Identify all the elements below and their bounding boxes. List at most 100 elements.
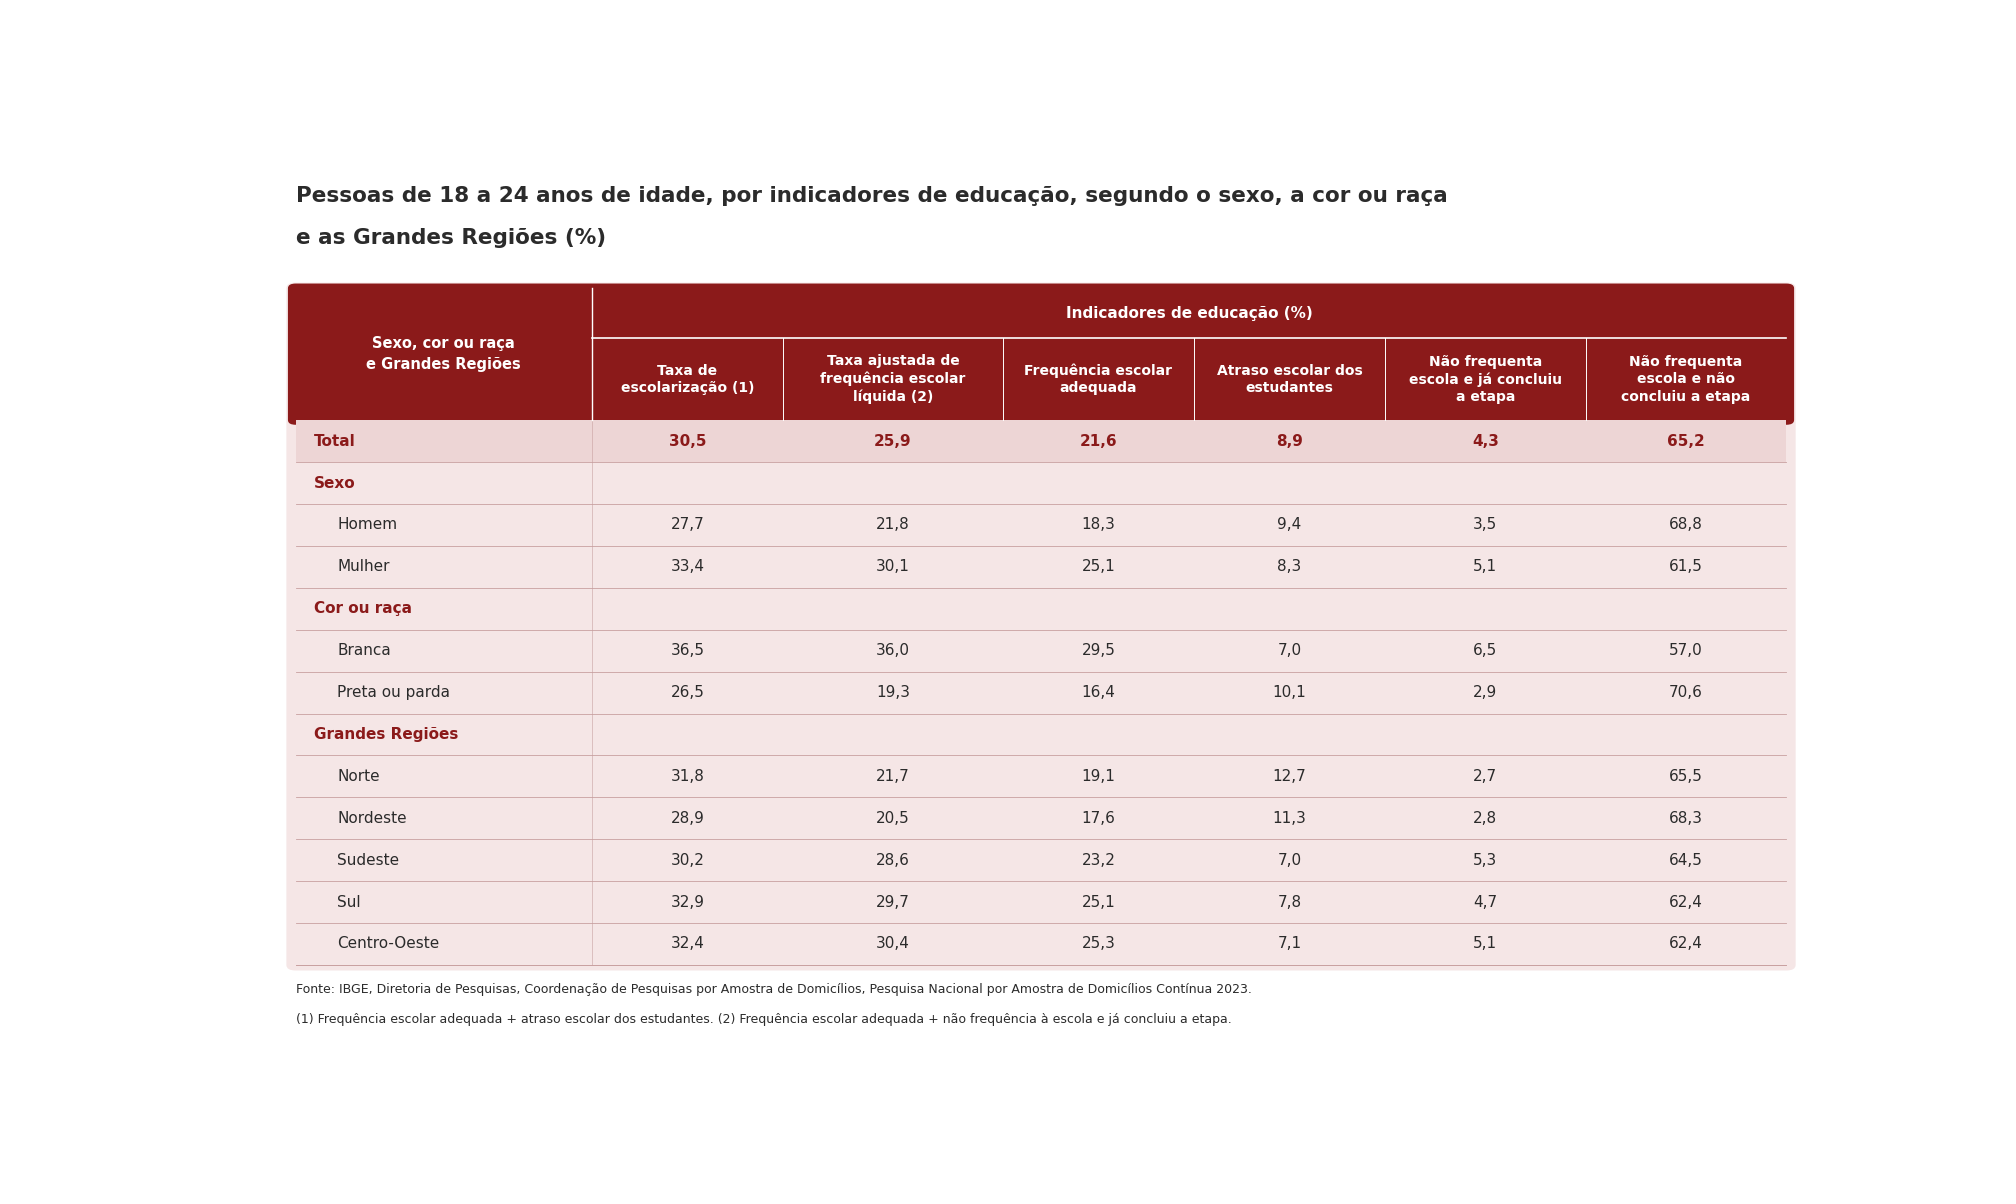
Bar xyxy=(296,797,1786,839)
Text: 25,1: 25,1 xyxy=(1081,560,1115,574)
Text: Total: Total xyxy=(314,433,355,449)
Text: Branca: Branca xyxy=(337,643,391,659)
Text: 3,5: 3,5 xyxy=(1474,518,1498,532)
Bar xyxy=(296,401,1786,420)
Text: 23,2: 23,2 xyxy=(1081,852,1115,868)
Bar xyxy=(296,462,1786,504)
Text: 4,3: 4,3 xyxy=(1472,433,1498,449)
Text: 9,4: 9,4 xyxy=(1278,518,1302,532)
Text: 29,7: 29,7 xyxy=(877,895,909,909)
Text: 7,8: 7,8 xyxy=(1278,895,1302,909)
Text: 64,5: 64,5 xyxy=(1669,852,1704,868)
Text: Sul: Sul xyxy=(337,895,361,909)
Text: 30,2: 30,2 xyxy=(671,852,704,868)
Text: 16,4: 16,4 xyxy=(1081,685,1115,700)
Text: 26,5: 26,5 xyxy=(671,685,704,700)
Text: 57,0: 57,0 xyxy=(1669,643,1704,659)
Text: Fonte: IBGE, Diretoria de Pesquisas, Coordenação de Pesquisas por Amostra de Dom: Fonte: IBGE, Diretoria de Pesquisas, Coo… xyxy=(296,984,1252,997)
Text: Frequência escolar
adequada: Frequência escolar adequada xyxy=(1024,364,1173,395)
Text: 7,0: 7,0 xyxy=(1278,643,1302,659)
Text: e as Grandes Regiões (%): e as Grandes Regiões (%) xyxy=(296,228,607,248)
Text: 61,5: 61,5 xyxy=(1669,560,1704,574)
Text: Não frequenta
escola e não
concluiu a etapa: Não frequenta escola e não concluiu a et… xyxy=(1621,355,1750,403)
Text: 25,9: 25,9 xyxy=(875,433,911,449)
Text: 68,3: 68,3 xyxy=(1669,810,1704,826)
Text: 68,8: 68,8 xyxy=(1669,518,1704,532)
Text: Atraso escolar dos
estudantes: Atraso escolar dos estudantes xyxy=(1216,364,1363,395)
Text: 30,5: 30,5 xyxy=(669,433,706,449)
Text: Sexo: Sexo xyxy=(314,476,355,490)
Text: 12,7: 12,7 xyxy=(1272,769,1306,784)
Text: 30,1: 30,1 xyxy=(877,560,909,574)
Text: Taxa de
escolarização (1): Taxa de escolarização (1) xyxy=(621,364,754,395)
Text: Pessoas de 18 a 24 anos de idade, por indicadores de educação, segundo o sexo, a: Pessoas de 18 a 24 anos de idade, por in… xyxy=(296,187,1447,206)
Text: Centro-Oeste: Centro-Oeste xyxy=(337,937,439,951)
Text: 25,1: 25,1 xyxy=(1081,895,1115,909)
Text: 25,3: 25,3 xyxy=(1081,937,1115,951)
Text: 32,4: 32,4 xyxy=(671,937,704,951)
Text: 19,3: 19,3 xyxy=(875,685,909,700)
Text: Sudeste: Sudeste xyxy=(337,852,399,868)
Text: Cor ou raça: Cor ou raça xyxy=(314,601,411,616)
Text: 7,1: 7,1 xyxy=(1278,937,1302,951)
Text: 31,8: 31,8 xyxy=(671,769,704,784)
Bar xyxy=(296,420,1786,462)
Text: 28,6: 28,6 xyxy=(877,852,909,868)
Text: 32,9: 32,9 xyxy=(671,895,704,909)
FancyBboxPatch shape xyxy=(286,283,1796,970)
Text: 7,0: 7,0 xyxy=(1278,852,1302,868)
Text: 30,4: 30,4 xyxy=(877,937,909,951)
Text: 29,5: 29,5 xyxy=(1081,643,1115,659)
Text: 2,7: 2,7 xyxy=(1474,769,1498,784)
Text: 62,4: 62,4 xyxy=(1669,895,1704,909)
Text: 5,3: 5,3 xyxy=(1474,852,1498,868)
Text: 10,1: 10,1 xyxy=(1272,685,1306,700)
Text: 65,2: 65,2 xyxy=(1667,433,1706,449)
Bar xyxy=(296,923,1786,964)
Text: 21,6: 21,6 xyxy=(1079,433,1117,449)
Text: Nordeste: Nordeste xyxy=(337,810,407,826)
Bar xyxy=(296,755,1786,797)
FancyBboxPatch shape xyxy=(288,284,1794,425)
Text: Homem: Homem xyxy=(337,518,397,532)
Text: 33,4: 33,4 xyxy=(671,560,704,574)
Text: 21,7: 21,7 xyxy=(877,769,909,784)
Text: 20,5: 20,5 xyxy=(877,810,909,826)
Bar xyxy=(296,714,1786,755)
Text: 8,9: 8,9 xyxy=(1276,433,1302,449)
Text: 70,6: 70,6 xyxy=(1669,685,1704,700)
Text: 21,8: 21,8 xyxy=(877,518,909,532)
Text: 62,4: 62,4 xyxy=(1669,937,1704,951)
Text: Taxa ajustada de
frequência escolar
líquida (2): Taxa ajustada de frequência escolar líqu… xyxy=(821,354,966,405)
Bar xyxy=(296,839,1786,881)
Text: Norte: Norte xyxy=(337,769,379,784)
Text: 28,9: 28,9 xyxy=(671,810,704,826)
Text: Indicadores de educação (%): Indicadores de educação (%) xyxy=(1066,306,1312,320)
Text: Grandes Regiões: Grandes Regiões xyxy=(314,727,458,742)
Text: 4,7: 4,7 xyxy=(1474,895,1498,909)
Text: 65,5: 65,5 xyxy=(1669,769,1704,784)
Text: Mulher: Mulher xyxy=(337,560,389,574)
Text: 8,3: 8,3 xyxy=(1278,560,1302,574)
Bar xyxy=(296,504,1786,545)
Text: 6,5: 6,5 xyxy=(1474,643,1498,659)
Text: Preta ou parda: Preta ou parda xyxy=(337,685,450,700)
Text: 11,3: 11,3 xyxy=(1272,810,1306,826)
Text: 36,5: 36,5 xyxy=(671,643,704,659)
Text: 2,9: 2,9 xyxy=(1474,685,1498,700)
Text: 27,7: 27,7 xyxy=(671,518,704,532)
Text: 19,1: 19,1 xyxy=(1081,769,1115,784)
Bar xyxy=(296,881,1786,923)
Text: 18,3: 18,3 xyxy=(1081,518,1115,532)
Bar xyxy=(296,588,1786,630)
Bar xyxy=(296,630,1786,672)
Text: 17,6: 17,6 xyxy=(1081,810,1115,826)
Text: Sexo, cor ou raça
e Grandes Regiões: Sexo, cor ou raça e Grandes Regiões xyxy=(367,336,522,372)
Text: 2,8: 2,8 xyxy=(1474,810,1498,826)
Text: 5,1: 5,1 xyxy=(1474,560,1498,574)
Bar xyxy=(296,672,1786,714)
Text: (1) Frequência escolar adequada + atraso escolar dos estudantes. (2) Frequência : (1) Frequência escolar adequada + atraso… xyxy=(296,1013,1232,1026)
Bar xyxy=(296,545,1786,588)
Text: 36,0: 36,0 xyxy=(875,643,909,659)
Text: 5,1: 5,1 xyxy=(1474,937,1498,951)
